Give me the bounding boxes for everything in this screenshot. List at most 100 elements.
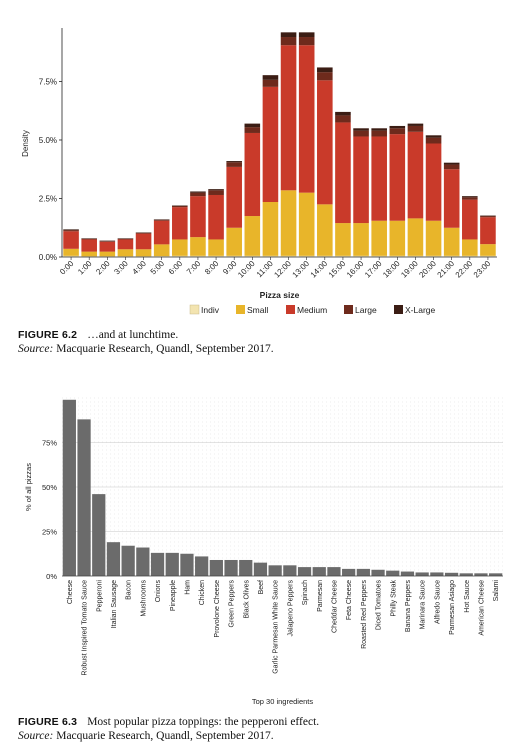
bar-segment-large — [172, 205, 188, 208]
bar-segment-indiv — [389, 255, 406, 257]
legend-swatch — [189, 304, 200, 315]
legend-label: X-Large — [405, 305, 436, 315]
bar-segment-small — [153, 244, 170, 257]
bar-segment-indiv — [190, 255, 206, 257]
legend-label: Large — [355, 305, 377, 315]
bar-segment-small — [135, 249, 152, 257]
bar — [106, 542, 121, 576]
y-tick-label: 25% — [42, 528, 57, 537]
bar-segment-x-large — [208, 189, 224, 191]
bar-segment-small — [190, 237, 206, 256]
legend-swatch — [344, 305, 353, 314]
figure-6-2-caption: FIGURE 6.2 …and at lunchtime. Source: Mac… — [18, 328, 274, 356]
bar-segment-x-large — [244, 123, 261, 128]
bar-segment-small — [99, 251, 116, 257]
bar — [386, 570, 400, 576]
bar — [312, 567, 326, 576]
bar — [209, 559, 223, 576]
y-axis-label: % of all pizzas — [24, 463, 33, 511]
legend-label: Indiv — [201, 305, 220, 315]
x-tick-label: Ham — [184, 580, 191, 595]
y-tick-label: 75% — [42, 439, 57, 448]
bar-segment-medium — [208, 194, 224, 240]
bar-segment-large — [262, 79, 279, 87]
x-tick-label: Garlic Parmesan White Sauce — [273, 580, 280, 674]
figure-label: FIGURE 6.3 — [18, 716, 78, 728]
bar-segment-small — [244, 216, 261, 256]
bar — [239, 559, 253, 576]
bar-segment-large — [135, 232, 152, 234]
bar-segment-x-large — [280, 32, 297, 38]
bar-segment-indiv — [262, 255, 279, 257]
bar-segment-large — [480, 216, 496, 218]
bar-segment-x-large — [63, 229, 79, 231]
source-text: Macquarie Research, Quandl, September 20… — [53, 730, 274, 742]
bar-segment-indiv — [335, 255, 351, 257]
x-tick-label: 12:00 — [272, 259, 293, 280]
bar-segment-small — [81, 251, 97, 257]
figure-label: FIGURE 6.2 — [18, 329, 78, 341]
x-tick-label: Parmesan Asiago — [449, 580, 456, 635]
x-tick-label: 7:00 — [185, 259, 203, 277]
x-tick-label: Cheese — [67, 580, 74, 604]
bar-segment-large — [81, 238, 97, 240]
bar-segment-indiv — [298, 255, 315, 257]
bar-segment-medium — [443, 169, 460, 228]
bar-segment-indiv — [208, 255, 224, 257]
bar-segment-medium — [317, 80, 333, 205]
x-tick-label: 11:00 — [255, 259, 275, 279]
bar-segment-x-large — [335, 111, 351, 116]
bar-segment-medium — [244, 132, 261, 217]
bar-segment-small — [117, 249, 134, 257]
legend-swatch — [394, 305, 403, 314]
bar — [224, 559, 238, 576]
bar-segment-large — [153, 219, 170, 221]
bar-segment-small — [371, 220, 387, 256]
bar — [62, 399, 76, 576]
x-axis-label: Pizza size — [260, 290, 300, 300]
bar — [150, 552, 165, 576]
bar-segment-small — [407, 218, 424, 256]
source-label: Source: — [18, 730, 54, 742]
bar-segment-medium — [135, 233, 152, 250]
bar — [297, 567, 312, 576]
bar-segment-small — [425, 220, 442, 256]
legend-swatch — [236, 305, 245, 314]
x-tick-label: Roasted Red Peppers — [361, 580, 368, 649]
bar-segment-medium — [190, 196, 206, 238]
x-tick-label: Bacon — [126, 580, 133, 600]
bar-segment-x-large — [353, 128, 369, 131]
bar-segment-large — [389, 128, 406, 135]
x-tick-label: Green Peppers — [229, 580, 236, 628]
bar-segment-small — [443, 227, 460, 256]
x-tick-label: Onions — [155, 580, 162, 603]
x-tick-label: Philly Steak — [390, 580, 397, 617]
bar — [356, 568, 370, 576]
x-axis-label: Top 30 ingredients — [252, 697, 314, 706]
x-tick-label: Spinach — [302, 580, 309, 605]
bar — [121, 545, 135, 576]
y-tick-label: 2.5% — [39, 194, 57, 203]
bar-segment-small — [208, 239, 224, 256]
figure-title: Most popular pizza toppings: the peppero… — [87, 716, 320, 728]
bar-segment-x-large — [462, 196, 478, 198]
bar — [415, 572, 429, 576]
bar-segment-small — [335, 223, 351, 256]
bar — [489, 573, 503, 576]
x-tick-label: 22:00 — [454, 259, 475, 280]
x-tick-label: Banana Peppers — [405, 580, 412, 633]
bar-segment-small — [462, 239, 478, 256]
bar — [283, 565, 297, 576]
y-tick-label: 5.0% — [39, 136, 57, 145]
x-tick-label: Mushrooms — [140, 580, 147, 617]
y-tick-label: 0% — [46, 572, 57, 581]
x-tick-label: 21:00 — [436, 259, 457, 280]
x-tick-label: 6:00 — [167, 259, 185, 277]
bar — [180, 553, 194, 576]
bar-segment-indiv — [172, 255, 188, 257]
x-tick-label: 19:00 — [399, 259, 420, 280]
x-tick-label: 8:00 — [203, 259, 221, 277]
bar-segment-medium — [262, 86, 279, 203]
x-tick-label: 4:00 — [131, 259, 149, 277]
bar — [165, 552, 179, 576]
